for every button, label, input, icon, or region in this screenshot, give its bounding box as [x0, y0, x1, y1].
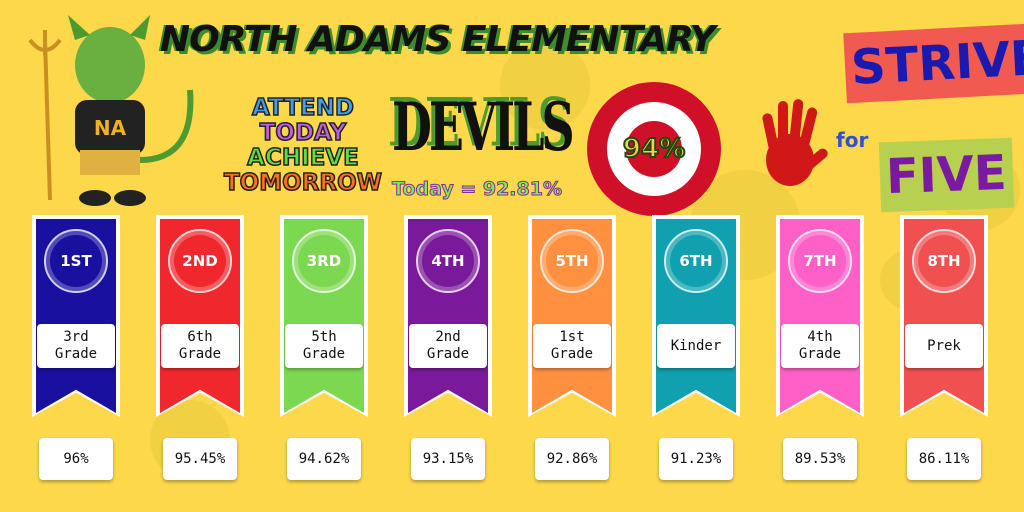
ribbon-5: 5TH 1st Grade — [528, 215, 616, 417]
ribbon-fill: 7TH 4th Grade — [780, 219, 860, 413]
grade-label: 5th Grade — [285, 324, 363, 368]
grade-label: 6th Grade — [161, 324, 239, 368]
ribbon-fill: 8TH Prek — [904, 219, 984, 413]
grade-percent: 93.15% — [411, 438, 485, 480]
ribbon-2: 2ND 6th Grade — [156, 215, 244, 417]
strive-text: STRIVE — [843, 22, 1024, 104]
devil-mascot: NA — [28, 15, 194, 206]
background-bubble — [500, 40, 590, 130]
grade-percent: 86.11% — [907, 438, 981, 480]
grade-percent: 92.86% — [535, 438, 609, 480]
place-medal: 7TH — [788, 229, 852, 293]
ribbon-1: 1ST 3rd Grade — [32, 215, 120, 417]
place-medal: 3RD — [292, 229, 356, 293]
ribbon-fill: 4TH 2nd Grade — [408, 219, 488, 413]
slogan-line: TOMORROW — [223, 170, 383, 197]
grade-percent: 95.45% — [163, 438, 237, 480]
slogan-line: ACHIEVE — [246, 145, 359, 172]
ribbon-fill: 3RD 5th Grade — [284, 219, 364, 413]
place-medal: 4TH — [416, 229, 480, 293]
place-label: 6TH — [679, 252, 713, 270]
grade-percent: 89.53% — [783, 438, 857, 480]
today-attendance: Today = 92.81% — [392, 178, 563, 201]
slogan: ATTEND TODAY ACHIEVE TOMORROW — [218, 95, 388, 197]
devils-title: DEVILS — [392, 87, 575, 166]
five-text: FIVE — [878, 137, 1014, 213]
grade-label: Kinder — [657, 324, 735, 368]
ribbon-fill: 6TH Kinder — [656, 219, 736, 413]
place-label: 3RD — [306, 252, 342, 270]
grade-percent: 91.23% — [659, 438, 733, 480]
grade-label: 1st Grade — [533, 324, 611, 368]
place-label: 2ND — [182, 252, 218, 270]
slogan-line: TODAY — [259, 120, 347, 147]
place-label: 4TH — [431, 252, 465, 270]
place-medal: 2ND — [168, 229, 232, 293]
ribbon-7: 7TH 4th Grade — [776, 215, 864, 417]
ribbon-4: 4TH 2nd Grade — [404, 215, 492, 417]
place-label: 7TH — [803, 252, 837, 270]
ribbon-8: 8TH Prek — [900, 215, 988, 417]
slogan-line: ATTEND — [251, 95, 354, 122]
grade-label: 2nd Grade — [409, 324, 487, 368]
goal-percent: 94% — [622, 133, 686, 165]
grade-label: 3rd Grade — [37, 324, 115, 368]
ribbon-fill: 1ST 3rd Grade — [36, 219, 116, 413]
grade-percent: 96% — [39, 438, 113, 480]
ribbon-6: 6TH Kinder — [652, 215, 740, 417]
place-medal: 1ST — [44, 229, 108, 293]
place-label: 8TH — [927, 252, 961, 270]
goal-target: 94% — [587, 82, 721, 216]
for-text: for — [836, 128, 869, 152]
ribbon-3: 3RD 5th Grade — [280, 215, 368, 417]
grade-percent: 94.62% — [287, 438, 361, 480]
place-medal: 8TH — [912, 229, 976, 293]
place-label: 5TH — [555, 252, 589, 270]
ribbon-fill: 5TH 1st Grade — [532, 219, 612, 413]
place-label: 1ST — [60, 252, 92, 270]
ribbon-fill: 2ND 6th Grade — [160, 219, 240, 413]
school-title: NORTH ADAMS ELEMENTARY — [160, 19, 716, 60]
mascot-badge: NA — [94, 116, 127, 140]
handprint-icon — [762, 99, 828, 186]
place-medal: 5TH — [540, 229, 604, 293]
grade-label: 4th Grade — [781, 324, 859, 368]
place-medal: 6TH — [664, 229, 728, 293]
grade-label: Prek — [905, 324, 983, 368]
